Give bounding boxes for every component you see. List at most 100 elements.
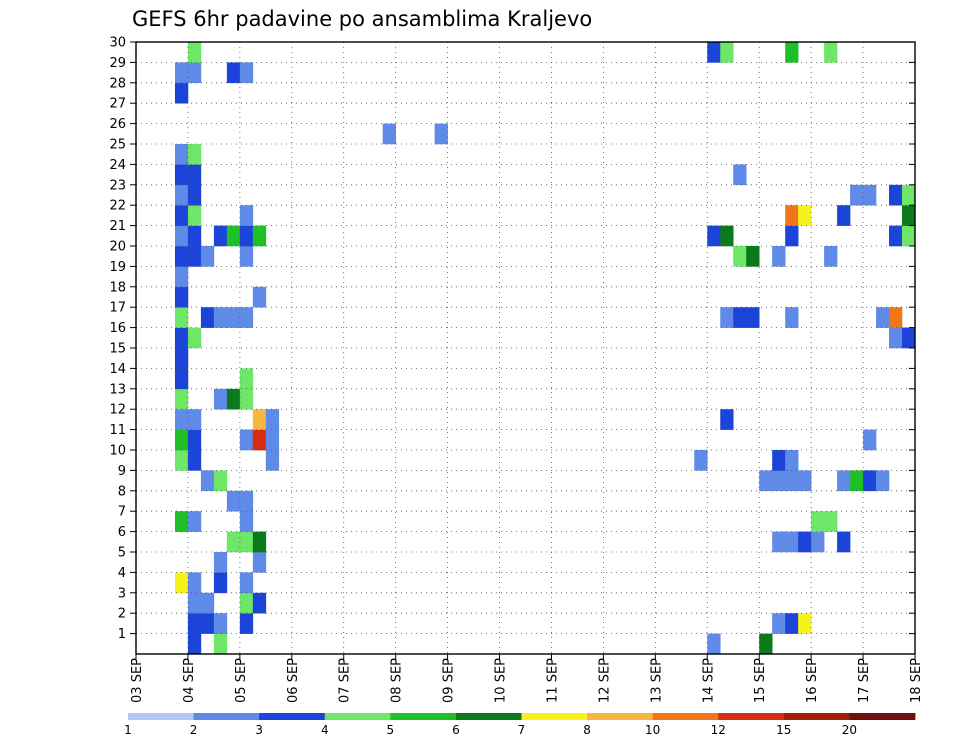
- heatmap-cell: [772, 531, 786, 553]
- heatmap-cell: [785, 531, 799, 553]
- heatmap-cell: [174, 348, 189, 369]
- heatmap-cell: [213, 307, 228, 328]
- heatmap-cell: [239, 592, 254, 614]
- heatmap-cell: [707, 633, 721, 655]
- y-tick-label: 22: [109, 199, 126, 214]
- heatmap-cell: [746, 246, 760, 267]
- heatmap-cell: [239, 368, 254, 390]
- heatmap-cell: [239, 429, 254, 451]
- y-tick-label: 14: [109, 362, 126, 377]
- heatmap-cell: [200, 307, 215, 328]
- colorbar-label: 3: [255, 723, 263, 737]
- x-tick-label: 14 SEP: [701, 658, 716, 703]
- colorbar-label: 2: [190, 723, 198, 737]
- x-tick-label: 09 SEP: [442, 658, 457, 703]
- x-tick-label: 03 SEP: [130, 658, 145, 703]
- colorbar-swatch: [718, 713, 785, 720]
- y-tick-label: 24: [109, 158, 126, 173]
- x-tick-label: 12 SEP: [597, 658, 612, 703]
- heatmap-cell: [265, 450, 280, 471]
- colorbar-label: 6: [452, 723, 460, 737]
- heatmap-cell: [200, 592, 215, 614]
- heatmap-cell: [772, 450, 786, 471]
- heatmap-cell: [187, 205, 202, 226]
- heatmap-cell: [239, 62, 254, 84]
- heatmap-cell: [785, 307, 799, 328]
- heatmap-cell: [889, 307, 903, 328]
- heatmap-cell: [187, 225, 202, 247]
- x-axis: 03 SEP 04 SEP 05 SEP 06 SEP 07 SEP 08 SEP 09 S…: [130, 654, 924, 703]
- heatmap-cell: [785, 450, 799, 471]
- y-tick-label: 1: [118, 627, 126, 642]
- heatmap-cell: [213, 552, 228, 573]
- x-tick-label: 11 SEP: [546, 658, 561, 703]
- heatmap-cell: [187, 613, 202, 634]
- heatmap-cell: [213, 613, 228, 634]
- heatmap-cell: [239, 511, 254, 532]
- heatmap-cell: [226, 225, 241, 247]
- colorbar-label: 20: [842, 723, 857, 737]
- colorbar-swatch: [259, 713, 326, 720]
- y-axis: 1234567891011121314151617181920212223242…: [109, 36, 915, 642]
- heatmap-cell: [850, 470, 864, 492]
- heatmap-cell: [863, 470, 877, 492]
- heatmap-cell: [798, 205, 812, 226]
- y-tick-label: 5: [118, 546, 126, 561]
- colorbar-swatch: [521, 713, 588, 720]
- heatmap-cell: [876, 470, 890, 492]
- heatmap-cell: [200, 246, 215, 267]
- colorbar-label: 5: [386, 723, 394, 737]
- heatmap-cell: [187, 511, 202, 532]
- heatmap-cell: [837, 470, 851, 492]
- heatmap-cell: [174, 429, 189, 451]
- heatmap-cell: [174, 82, 189, 104]
- heatmap-cell: [902, 327, 916, 349]
- y-tick-label: 27: [109, 97, 126, 112]
- x-tick-label: 16 SEP: [805, 658, 820, 703]
- y-tick-label: 7: [118, 505, 126, 520]
- heatmap-cell: [239, 205, 254, 226]
- colorbar-legend: 1 2 3 4 5 6 7 8 10 12 15 20: [124, 713, 916, 737]
- heatmap-cell: [811, 511, 825, 532]
- heatmap-cell: [720, 307, 734, 328]
- heatmap-cell: [772, 470, 786, 492]
- heatmap-cell: [707, 225, 721, 247]
- heatmap-cell: [720, 42, 734, 63]
- heatmap-cell: [785, 42, 799, 63]
- heatmap-cell: [239, 572, 254, 594]
- heatmap-cell: [863, 429, 877, 451]
- heatmap-cell: [174, 205, 189, 226]
- heatmap-cell: [187, 144, 202, 165]
- heatmap-cell: [252, 552, 267, 573]
- heatmap-cell: [265, 429, 280, 451]
- heatmap-cell: [902, 205, 916, 226]
- x-tick-label: 13 SEP: [649, 658, 664, 703]
- heatmap-cell: [187, 246, 202, 267]
- x-tick-label: 17 SEP: [857, 658, 872, 703]
- heatmap-cell: [252, 531, 267, 553]
- heatmap-cell: [174, 286, 189, 308]
- heatmap-cell: [252, 409, 267, 430]
- heatmap-cell: [252, 592, 267, 614]
- colorbar-swatch: [390, 713, 457, 720]
- heatmap-cell: [798, 470, 812, 492]
- heatmap-cell: [174, 225, 189, 247]
- y-tick-label: 18: [109, 280, 126, 295]
- y-tick-label: 20: [109, 240, 126, 255]
- heatmap-cell: [239, 531, 254, 553]
- heatmap-cell: [239, 225, 254, 247]
- heatmap-cell: [889, 225, 903, 247]
- heatmap-cell: [187, 450, 202, 471]
- heatmap-cell: [720, 409, 734, 430]
- y-tick-label: 15: [109, 342, 126, 357]
- heatmap-cell: [226, 307, 241, 328]
- heatmap-cell: [174, 164, 189, 186]
- heatmap-cell: [785, 225, 799, 247]
- heatmap-cell: [174, 388, 189, 410]
- heatmap-cell: [174, 409, 189, 430]
- heatmap-cell: [226, 388, 241, 410]
- x-tick-label: 07 SEP: [338, 658, 353, 703]
- colorbar-label: 7: [518, 723, 526, 737]
- heatmap-cell: [824, 511, 838, 532]
